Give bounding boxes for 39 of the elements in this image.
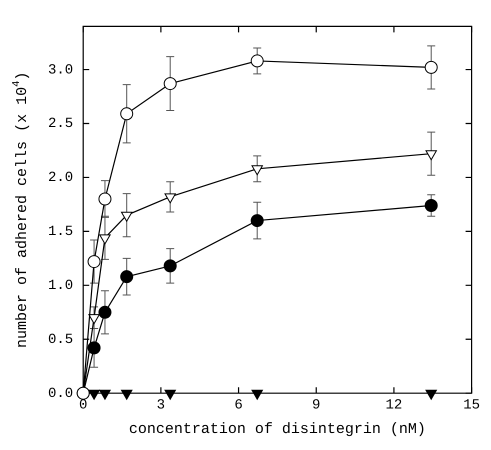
y-tick-label: 2.0 <box>48 170 74 186</box>
y-tick-label: 0.5 <box>48 332 74 348</box>
x-tick-label: 15 <box>463 397 480 414</box>
point <box>99 234 111 244</box>
y-tick-label: 2.5 <box>48 116 74 132</box>
point <box>99 390 111 400</box>
point <box>120 270 134 284</box>
point <box>424 60 438 74</box>
point <box>426 390 437 400</box>
x-tick-label: 6 <box>234 397 243 414</box>
y-tick-label: 0.0 <box>48 386 74 402</box>
point <box>88 390 100 400</box>
point <box>88 255 101 268</box>
point <box>120 107 134 120</box>
point <box>164 77 177 90</box>
x-tick-label: 12 <box>386 397 402 414</box>
point <box>98 192 112 206</box>
point <box>164 259 177 272</box>
point <box>252 165 263 176</box>
x-tick-label: 0 <box>79 397 88 414</box>
point <box>250 54 264 68</box>
point <box>426 150 437 160</box>
point <box>88 314 100 324</box>
x-tick-label: 3 <box>156 397 166 414</box>
point <box>98 306 112 319</box>
y-axis-title: number of adhered cells (x 104) <box>10 72 31 348</box>
x-axis-title: concentration of disintegrin (nM) <box>128 420 426 438</box>
point <box>88 341 101 354</box>
point <box>121 212 132 222</box>
y-tick-label: 3.0 <box>48 62 74 78</box>
point <box>424 198 438 212</box>
y-tick-label: 1.0 <box>48 278 74 294</box>
point <box>164 193 176 204</box>
point <box>164 390 176 400</box>
x-tick-label: 9 <box>312 397 320 414</box>
point <box>252 390 263 400</box>
point <box>121 390 132 400</box>
point <box>250 214 264 228</box>
y-tick-label: 1.5 <box>48 224 74 240</box>
